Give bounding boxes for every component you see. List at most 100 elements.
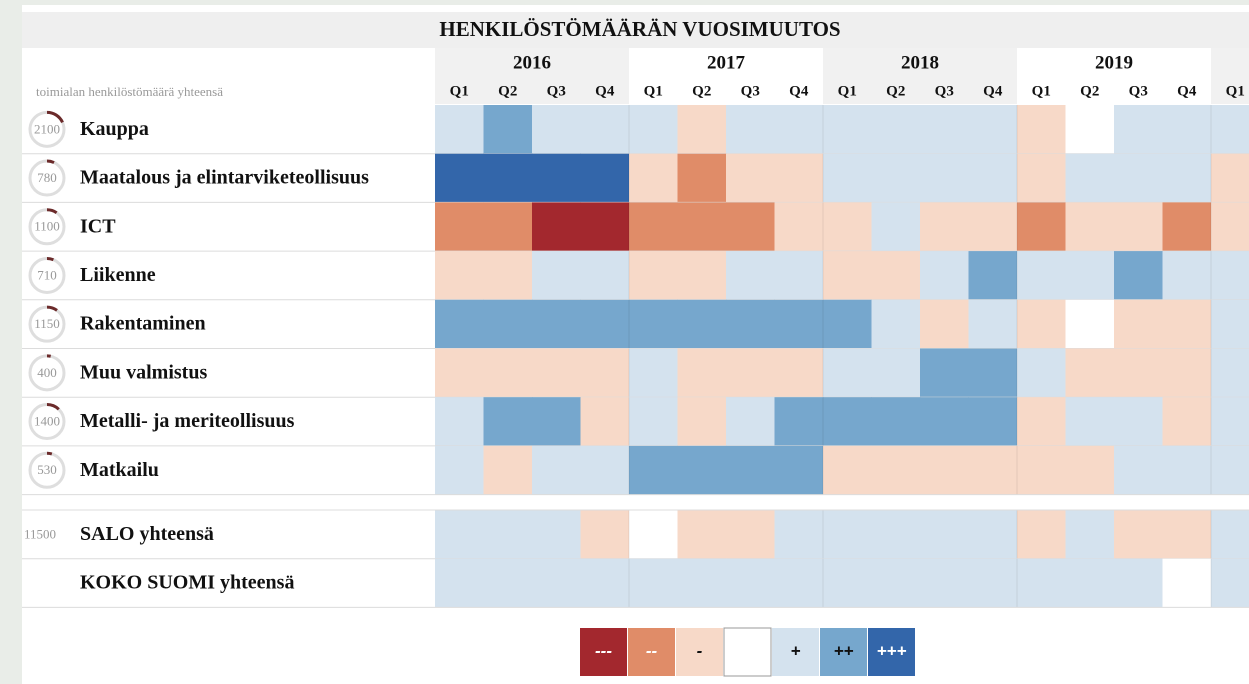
cell (580, 202, 630, 252)
cell (968, 251, 1018, 300)
cell (1114, 105, 1163, 154)
row-total: 2100 (34, 121, 60, 136)
row-label: ICT (80, 215, 116, 237)
cell (483, 202, 533, 252)
cell (1211, 348, 1249, 398)
cell (726, 153, 775, 203)
cell (1114, 510, 1163, 559)
donut-arc (46, 256, 54, 262)
quarter-label: Q2 (692, 83, 711, 99)
cell (774, 299, 824, 349)
cell (629, 558, 678, 608)
cell (483, 105, 533, 154)
cell (1017, 445, 1066, 495)
cell (1211, 445, 1249, 495)
cell (871, 558, 921, 608)
cell (968, 445, 1018, 495)
cell (1017, 510, 1066, 559)
legend-swatch (580, 628, 627, 676)
cell (1162, 397, 1212, 446)
cell (1211, 105, 1249, 154)
cell (871, 202, 921, 252)
legend-swatch (772, 628, 819, 676)
row-total: 1100 (34, 219, 60, 234)
cell (1017, 558, 1066, 608)
quarter-label: Q4 (983, 83, 1003, 99)
cell (1162, 510, 1212, 559)
cell (1065, 348, 1115, 398)
legend-label: +++ (877, 641, 907, 660)
cell (1017, 153, 1066, 203)
cell (871, 510, 921, 559)
cell (532, 202, 581, 252)
cell (920, 348, 969, 398)
cell (823, 397, 872, 446)
cell (1065, 153, 1115, 203)
cell (629, 397, 678, 446)
cell (629, 202, 678, 252)
legend-label: + (791, 641, 801, 660)
legend-swatch (723, 627, 772, 677)
cell (823, 348, 872, 398)
cell (1017, 299, 1066, 349)
row-label: Muu valmistus (80, 361, 207, 383)
cell (968, 397, 1018, 446)
row-label: KOKO SUOMI yhteensä (80, 572, 294, 594)
row-total: 400 (37, 365, 57, 380)
cell (726, 251, 775, 300)
cell (483, 510, 533, 559)
donut-arc (46, 159, 55, 164)
cell (1162, 445, 1212, 495)
cell (1211, 510, 1249, 559)
row-label: Metalli- ja meriteollisuus (80, 410, 295, 432)
cell (1114, 558, 1163, 608)
cell (774, 558, 824, 608)
quarter-label: Q3 (1129, 83, 1148, 99)
cell (871, 397, 921, 446)
cell (629, 153, 678, 203)
cell (1065, 397, 1115, 446)
cell (1162, 558, 1212, 608)
cell (1114, 299, 1163, 349)
cell (677, 510, 727, 559)
cell (1114, 251, 1163, 300)
quarter-label: Q1 (450, 83, 469, 99)
cell (435, 510, 484, 559)
cell (677, 558, 727, 608)
cell (1065, 558, 1115, 608)
cell (483, 397, 533, 446)
row-label: Maatalous ja elintarviketeollisuus (80, 167, 369, 189)
cell (580, 445, 630, 495)
column-label: toimialan henkilöstömäärä yhteensä (36, 84, 223, 99)
cell (483, 299, 533, 349)
cell (920, 153, 969, 203)
cell (1162, 153, 1212, 203)
cell (435, 202, 484, 252)
quarter-label: Q4 (595, 83, 615, 99)
cell (1017, 105, 1066, 154)
cell (629, 348, 678, 398)
legend-label: ++ (834, 641, 854, 660)
cell (580, 251, 630, 300)
cell (435, 299, 484, 349)
cell (580, 299, 630, 349)
cell (920, 445, 969, 495)
cell (823, 558, 872, 608)
cell (1114, 445, 1163, 495)
cell (677, 397, 727, 446)
cell (483, 445, 533, 495)
cell (677, 348, 727, 398)
cell (774, 153, 824, 203)
cell (629, 299, 678, 349)
cell (1162, 251, 1212, 300)
cell (1162, 299, 1212, 349)
quarter-label: Q1 (644, 83, 663, 99)
legend-label: - (697, 641, 703, 660)
year-label: 2019 (1095, 52, 1133, 73)
cell (774, 105, 824, 154)
cell (920, 105, 969, 154)
cell (532, 251, 581, 300)
year-bg (435, 48, 629, 104)
cell (726, 397, 775, 446)
